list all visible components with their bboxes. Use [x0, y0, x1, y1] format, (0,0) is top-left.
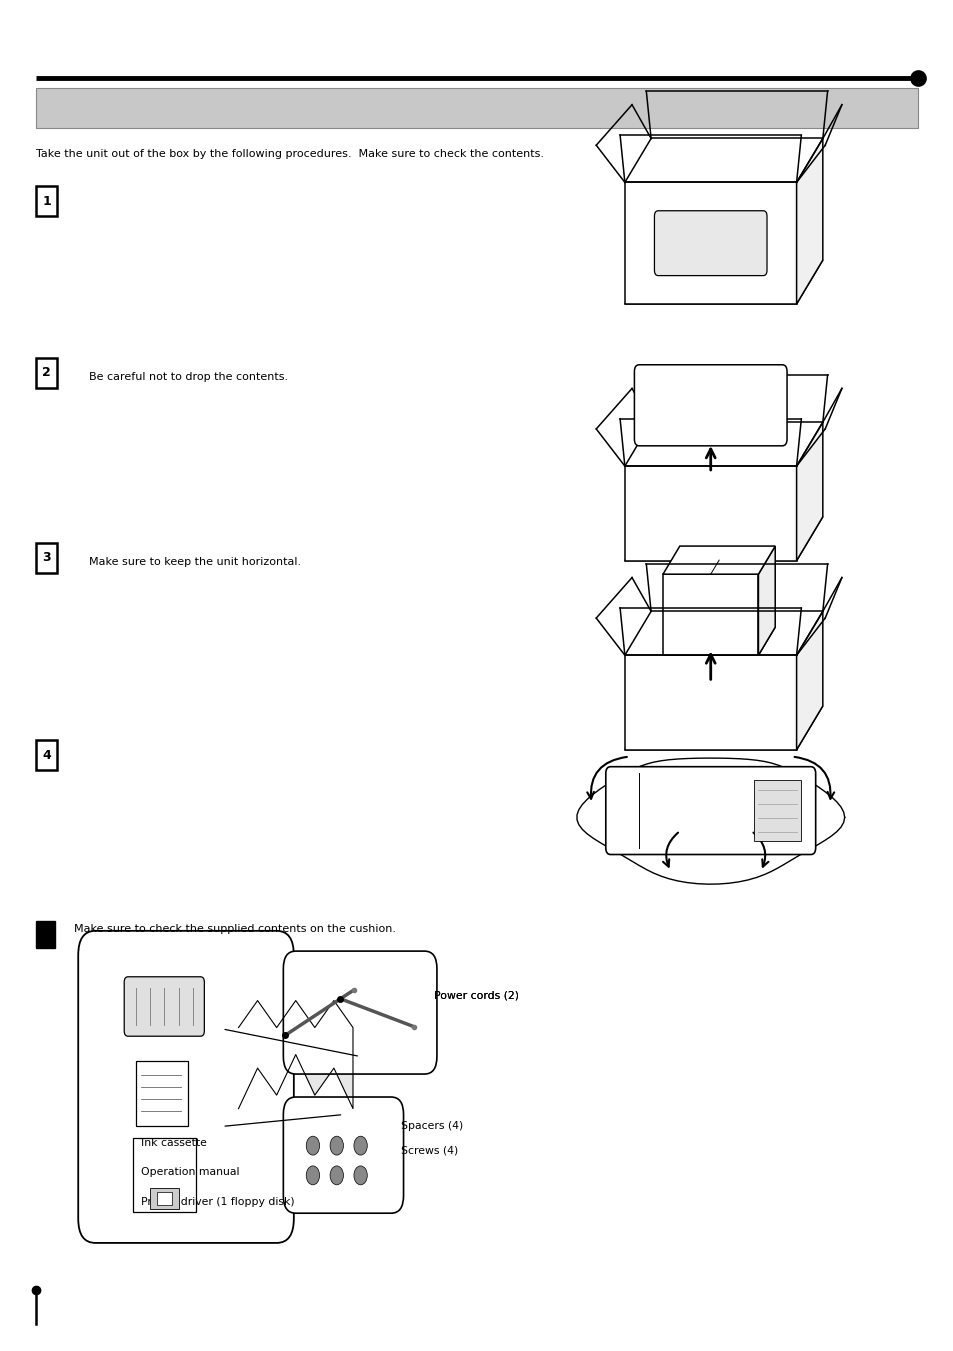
Polygon shape [796, 611, 821, 750]
FancyBboxPatch shape [124, 977, 204, 1036]
Text: Spacers (4): Spacers (4) [400, 1121, 462, 1131]
Bar [36, 358, 57, 388]
FancyBboxPatch shape [654, 211, 766, 276]
Circle shape [354, 1166, 367, 1185]
FancyBboxPatch shape [78, 931, 294, 1243]
Text: Power cords (2): Power cords (2) [434, 990, 518, 1000]
Text: 3: 3 [42, 551, 51, 565]
Bar [624, 655, 796, 750]
Bar [135, 1062, 188, 1127]
Polygon shape [796, 139, 821, 304]
Bar [36, 543, 57, 573]
Text: Printer driver (1 floppy disk): Printer driver (1 floppy disk) [141, 1197, 294, 1206]
Bar [624, 466, 796, 561]
Circle shape [306, 1166, 319, 1185]
Text: 4: 4 [42, 748, 51, 762]
Text: 1: 1 [42, 195, 51, 208]
Text: 2: 2 [42, 366, 51, 380]
FancyBboxPatch shape [634, 365, 786, 446]
Text: Be careful not to drop the contents.: Be careful not to drop the contents. [89, 372, 288, 381]
FancyBboxPatch shape [283, 1097, 403, 1213]
Polygon shape [662, 546, 775, 574]
Bar [753, 781, 801, 840]
Text: Ink cassette: Ink cassette [141, 1138, 207, 1147]
FancyBboxPatch shape [283, 951, 436, 1074]
Bar [36, 186, 57, 216]
Bar [36, 740, 57, 770]
Bar [662, 574, 758, 655]
Circle shape [354, 1136, 367, 1155]
Polygon shape [624, 517, 821, 561]
Text: Screws (4): Screws (4) [400, 1146, 457, 1155]
Bar [150, 1188, 178, 1209]
Polygon shape [624, 705, 821, 750]
Polygon shape [577, 758, 843, 884]
Bar [624, 182, 796, 304]
FancyBboxPatch shape [605, 767, 815, 855]
Text: Take the unit out of the box by the following procedures.  Make sure to check th: Take the unit out of the box by the foll… [36, 149, 543, 158]
FancyBboxPatch shape [156, 1192, 172, 1205]
Polygon shape [662, 627, 775, 655]
Polygon shape [238, 1001, 353, 1109]
Text: Operation manual: Operation manual [141, 1167, 239, 1177]
Text: Power cords (2): Power cords (2) [434, 990, 518, 1000]
Polygon shape [758, 546, 775, 655]
Bar [36, 921, 55, 948]
Circle shape [330, 1136, 343, 1155]
Text: Make sure to check the supplied contents on the cushion.: Make sure to check the supplied contents… [74, 924, 396, 934]
FancyBboxPatch shape [132, 1138, 195, 1212]
Circle shape [306, 1136, 319, 1155]
Polygon shape [796, 422, 821, 561]
Circle shape [330, 1166, 343, 1185]
Polygon shape [624, 261, 821, 304]
Bar [36, 88, 917, 128]
Text: Make sure to keep the unit horizontal.: Make sure to keep the unit horizontal. [89, 557, 300, 566]
